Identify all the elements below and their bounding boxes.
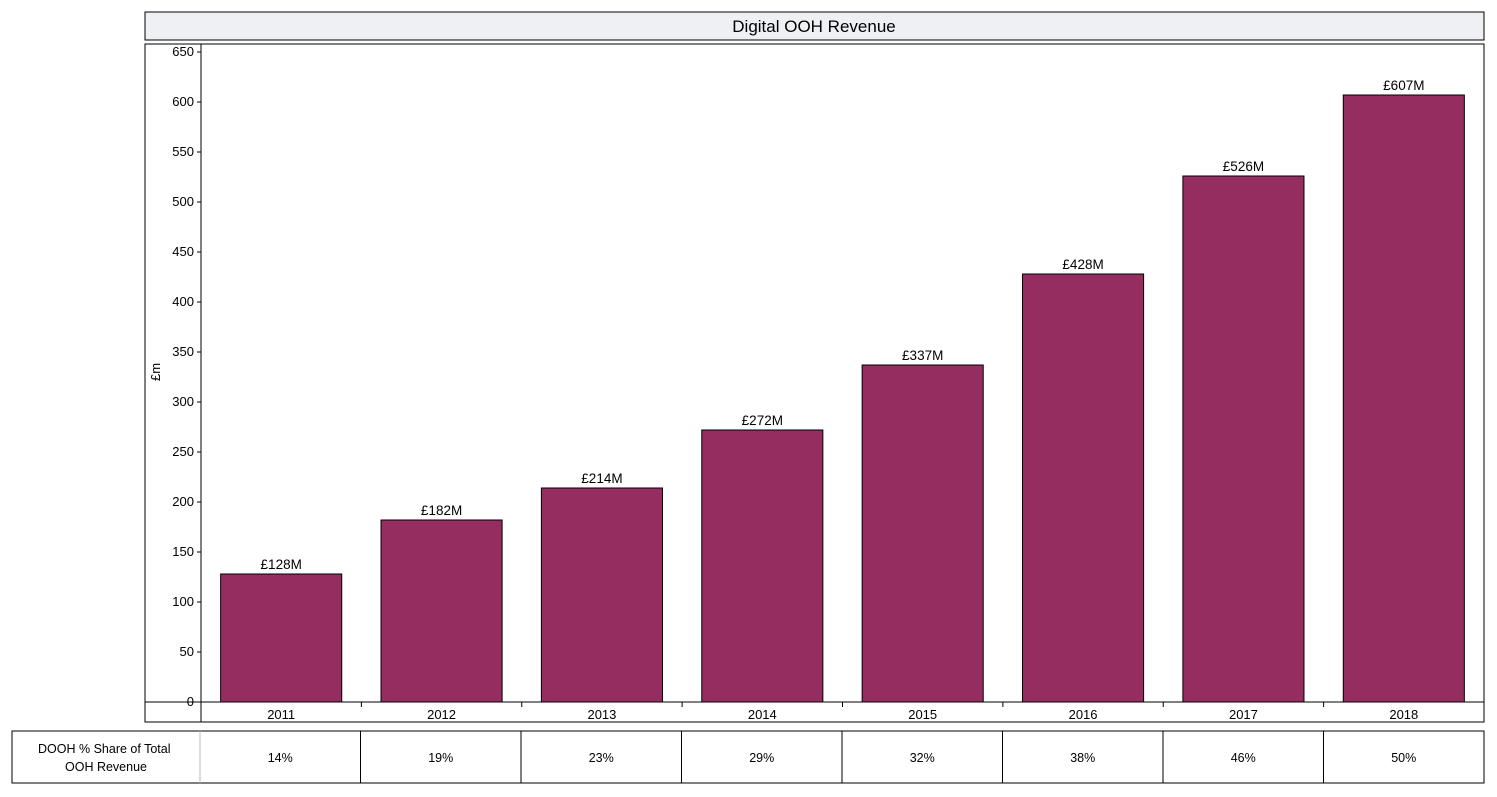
share-value-2014: 29% (749, 751, 774, 765)
title-bar (144, 11, 1485, 41)
share-value-2013: 23% (589, 751, 614, 765)
bar-2014 (701, 429, 824, 703)
share-table-cells: 14% 19% 23% 29% 32% 38% 46% 50% (199, 731, 1416, 783)
share-value-2018: 50% (1391, 751, 1416, 765)
y-tick-label: 300 (172, 394, 194, 409)
share-value-2015: 32% (910, 751, 935, 765)
share-value-2016: 38% (1070, 751, 1095, 765)
y-tick-label: 0 (187, 694, 194, 709)
y-axis-title: £m (148, 363, 163, 381)
data-label-2017: £526M (1223, 159, 1264, 174)
chart-title: Digital OOH Revenue (732, 17, 895, 36)
share-table-frame (11, 730, 1485, 784)
data-label-2013: £214M (581, 471, 622, 486)
data-label-2011: £128M (261, 557, 302, 572)
share-value-2011: 14% (268, 751, 293, 765)
x-tick-label-2014: 2014 (748, 707, 777, 722)
y-tick-label: 450 (172, 244, 194, 259)
y-tick-label: 50 (180, 644, 194, 659)
y-tick-label: 250 (172, 444, 194, 459)
y-tick-label: 350 (172, 344, 194, 359)
share-row-label: DOOH % Share of Total OOH Revenue (38, 742, 174, 774)
share-value-2012: 19% (428, 751, 453, 765)
data-label-2015: £337M (902, 348, 943, 363)
y-tick-label: 650 (172, 44, 194, 59)
y-tick-label: 150 (172, 544, 194, 559)
data-label-2018: £607M (1383, 78, 1424, 93)
y-tick-label: 400 (172, 294, 194, 309)
bar-2018 (1342, 94, 1465, 703)
bar-2017 (1182, 175, 1305, 703)
y-tick-label: 500 (172, 194, 194, 209)
bars (220, 94, 1465, 703)
share-row-label-line-2: OOH Revenue (65, 760, 147, 774)
data-label-2016: £428M (1062, 257, 1103, 272)
y-tick-label: 600 (172, 94, 194, 109)
bar-2015 (861, 364, 984, 703)
bar-2016 (1022, 273, 1145, 703)
x-tick-label-2012: 2012 (427, 707, 456, 722)
x-tick-label-2013: 2013 (587, 707, 616, 722)
data-label-2014: £272M (742, 413, 783, 428)
share-row-label-line-1: DOOH % Share of Total (38, 742, 170, 756)
bar-data-labels: £128M £182M £214M £272M £337M £428M £526M £607M (261, 78, 1425, 572)
x-tick-label-2018: 2018 (1389, 707, 1418, 722)
data-label-2012: £182M (421, 503, 462, 518)
x-axis-ticks: 2011 2012 2013 2014 2015 2016 2017 2018 (267, 702, 1418, 722)
x-tick-label-2017: 2017 (1229, 707, 1258, 722)
x-tick-label-2011: 2011 (267, 707, 295, 722)
y-tick-label: 550 (172, 144, 194, 159)
bar-2013 (540, 487, 663, 703)
bar-2011 (220, 573, 343, 703)
y-tick-label: 100 (172, 594, 194, 609)
y-axis-ticks: 0 50 100 150 200 250 300 350 400 450 500 550 600 650 (172, 44, 201, 709)
share-value-2017: 46% (1231, 751, 1256, 765)
plot-frame (144, 43, 1485, 723)
y-tick-label: 200 (172, 494, 194, 509)
bar-2012 (380, 519, 503, 703)
x-tick-label-2016: 2016 (1069, 707, 1098, 722)
x-tick-label-2015: 2015 (908, 707, 937, 722)
